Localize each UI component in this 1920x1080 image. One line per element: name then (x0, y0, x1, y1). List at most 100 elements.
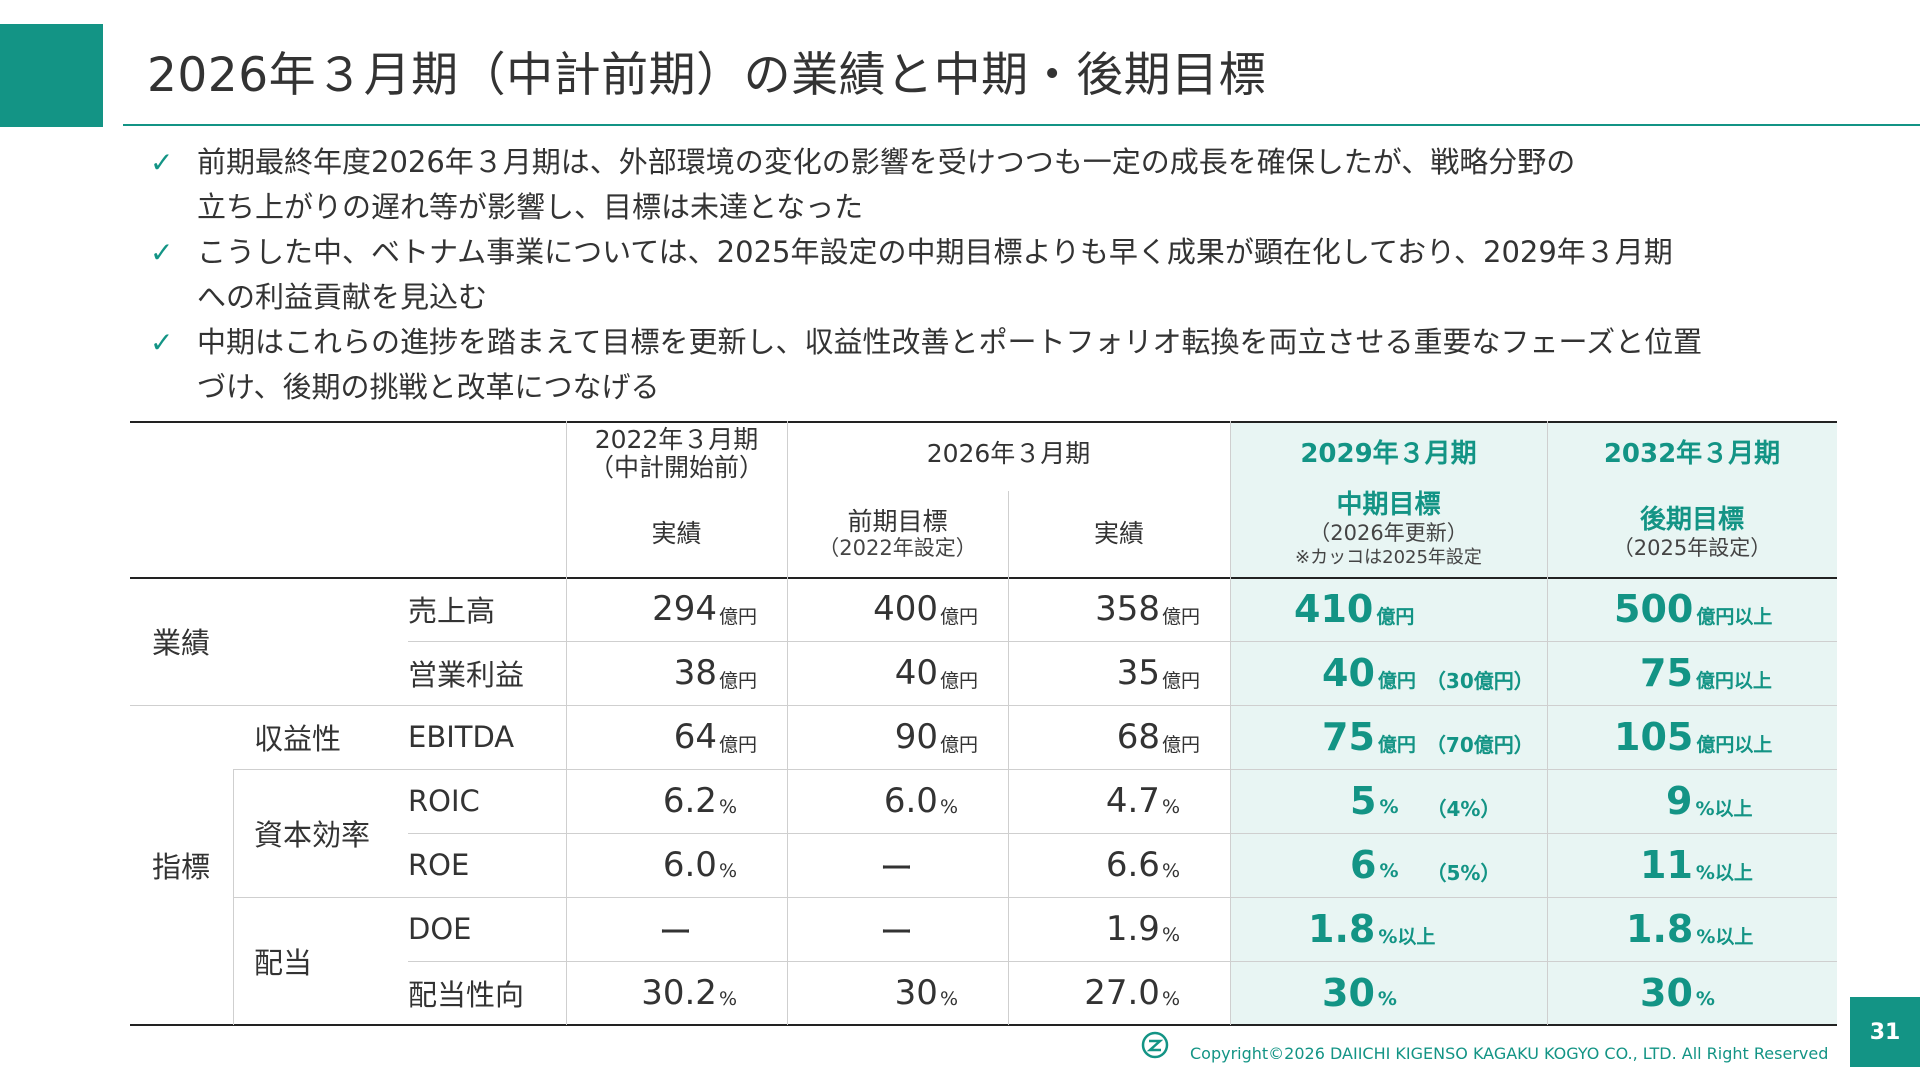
header-bottom-border (130, 577, 1837, 579)
table-bottom-border (130, 1024, 1837, 1026)
table-cell: 90 億円 (894, 717, 978, 757)
header-fy2022-actual: 実績 (651, 519, 702, 548)
header-fy2026-plan-label: 前期目標 (847, 507, 948, 536)
header-fy2022: 2022年３月期 （中計開始前） (566, 421, 787, 487)
target-cell: 75 億円 （70億円） (1322, 715, 1534, 759)
table-cell: 40 億円 (894, 653, 978, 693)
target-cell: 1.8 %以上 (1308, 907, 1436, 951)
table-cell: ー (658, 912, 693, 953)
table-cell: 35 億円 (1116, 653, 1200, 693)
row-label-doe: DOE (408, 912, 472, 946)
table-cell: 358 億円 (1095, 589, 1200, 629)
table-cell: 1.9% (1105, 909, 1180, 949)
target-cell: 410 億円 (1294, 587, 1415, 631)
target-cell: 6% （5%） (1350, 843, 1501, 887)
table-cell: 68 億円 (1116, 717, 1200, 757)
header-fy2022-label: 2022年３月期 (594, 425, 759, 454)
header-fy2032-target-note: （2025年設定） (1612, 536, 1772, 560)
bullet-text-line: 立ち上がりの遅れ等が影響し、目標は未達となった (197, 190, 864, 224)
header-fy2029-target-label: 中期目標 (1336, 490, 1441, 520)
target-cell: 9 %以上 (1666, 779, 1753, 823)
target-cell: 1.8 %以上 (1626, 907, 1754, 951)
subgroup-dividend: 配当 (254, 946, 313, 980)
bullet-list: ✓ 前期最終年度2026年３月期は、外部環境の変化の影響を受けつつも一定の成長を… (150, 140, 1810, 410)
bullet-text-line: 中期はこれらの進捗を踏まえて目標を更新し、収益性改善とポートフォリオ転換を両立さ… (197, 325, 1703, 359)
row-label-roe: ROE (408, 848, 470, 882)
column-divider (787, 421, 788, 1025)
row-divider (408, 641, 1837, 642)
header-fy2029-target: 中期目標 （2026年更新） ※カッコは2025年設定 (1230, 483, 1547, 577)
row-divider (130, 705, 1837, 706)
header-fy2026-actual: 実績 (1093, 519, 1144, 548)
target-cell: 500 億円以上 (1614, 587, 1773, 631)
company-logo-icon (1141, 1031, 1169, 1059)
bullet-text-line: づけ、後期の挑戦と改革につなげる (197, 370, 660, 404)
column-divider (1008, 491, 1009, 1025)
header-fy2032: 2032年３月期 (1603, 439, 1781, 469)
row-label-roic: ROIC (408, 784, 480, 818)
header-fy2029-footnote: ※カッコは2025年設定 (1295, 547, 1482, 568)
column-divider (566, 421, 567, 1025)
table-cell: 6.0% (662, 845, 737, 885)
check-icon: ✓ (150, 326, 174, 359)
bullet-text-line: 前期最終年度2026年３月期は、外部環境の変化の影響を受けつつも一定の成長を確保… (197, 145, 1576, 179)
bullet-item: ✓ 前期最終年度2026年３月期は、外部環境の変化の影響を受けつつも一定の成長を… (150, 140, 1810, 230)
table-cell: ー (879, 848, 914, 889)
table-cell: 30.2% (641, 973, 737, 1013)
page-title: 2026年３月期（中計前期）の業績と中期・後期目標 (147, 48, 1267, 103)
header-fy2026: 2026年３月期 (926, 439, 1091, 468)
target-cell: 5% （4%） (1350, 779, 1501, 823)
table-cell: 27.0% (1084, 973, 1180, 1013)
column-divider (1230, 421, 1231, 1025)
row-label-operating-profit: 営業利益 (408, 658, 525, 692)
row-divider (408, 961, 1837, 962)
header-fy2032-target-label: 後期目標 (1639, 505, 1744, 535)
group-performance: 業績 (152, 626, 211, 660)
bullet-text-line: こうした中、ベトナム事業については、2025年設定の中期目標よりも早く成果が顕在… (197, 235, 1673, 269)
header-fy2029: 2029年３月期 (1300, 439, 1477, 469)
target-cell: 30% (1322, 971, 1397, 1015)
header-fy2032-target: 後期目標 （2025年設定） (1547, 491, 1837, 577)
table-cell: 294 億円 (652, 589, 757, 629)
title-divider (123, 124, 1920, 126)
table-top-border (130, 421, 1837, 423)
header-fy2026-plan-note: （2022年設定） (818, 536, 977, 560)
row-divider (408, 833, 1837, 834)
header-fy2029-target-note: （2026年更新） (1309, 521, 1468, 545)
target-columns-highlight (1230, 421, 1837, 1025)
header-fy2026-plan: 前期目標 （2022年設定） (787, 491, 1008, 577)
table-cell: 400 億円 (873, 589, 978, 629)
table-cell: 4.7% (1105, 781, 1180, 821)
row-label-sales: 売上高 (408, 594, 496, 628)
table-cell: 30% (894, 973, 958, 1013)
copyright-text: Copyright©2026 DAIICHI KIGENSO KAGAKU KO… (1190, 1044, 1829, 1063)
target-cell: 75 億円以上 (1640, 651, 1772, 695)
table-cell: 38 億円 (673, 653, 757, 693)
page-number: 31 (1850, 997, 1920, 1067)
check-icon: ✓ (150, 146, 174, 179)
row-label-payout-ratio: 配当性向 (408, 978, 525, 1012)
row-divider (233, 897, 1837, 898)
target-cell: 40 億円 （30億円） (1322, 651, 1534, 695)
subgroup-profitability: 収益性 (254, 722, 342, 756)
table-cell: 6.6% (1105, 845, 1180, 885)
results-targets-table: 2022年３月期 （中計開始前） 実績 2026年３月期 前期目標 （2022年… (130, 421, 1837, 1026)
table-cell: 64 億円 (673, 717, 757, 757)
corner-accent-block (0, 24, 103, 127)
row-label-ebitda: EBITDA (408, 720, 515, 754)
group-indicators: 指標 (152, 850, 211, 884)
column-divider (1547, 421, 1548, 1025)
bullet-item: ✓ こうした中、ベトナム事業については、2025年設定の中期目標よりも早く成果が… (150, 230, 1810, 320)
bullet-text-line: への利益貢献を見込む (197, 280, 488, 314)
row-divider (233, 769, 1837, 770)
check-icon: ✓ (150, 236, 174, 269)
target-cell: 11 %以上 (1640, 843, 1753, 887)
column-divider (233, 769, 234, 1025)
subgroup-capital-efficiency: 資本効率 (254, 818, 371, 852)
table-cell: 6.0% (883, 781, 958, 821)
target-cell: 30% (1640, 971, 1715, 1015)
bullet-item: ✓ 中期はこれらの進捗を踏まえて目標を更新し、収益性改善とポートフォリオ転換を両… (150, 320, 1810, 410)
header-fy2022-note: （中計開始前） (588, 453, 764, 482)
target-cell: 105 億円以上 (1614, 715, 1773, 759)
table-cell: ー (879, 912, 914, 953)
